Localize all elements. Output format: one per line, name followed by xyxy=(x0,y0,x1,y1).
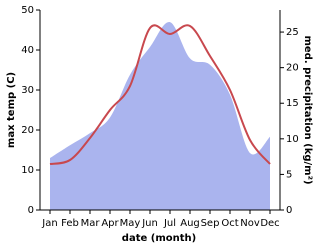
y2-tick-label: 15 xyxy=(286,98,299,109)
temperature-line xyxy=(49,24,271,165)
y2-axis-label: med. precipitation (kg/m²) xyxy=(302,35,313,184)
x-tick-label: Oct xyxy=(221,218,238,229)
y2-tick-label: 5 xyxy=(286,169,292,180)
y-tick-label: 50 xyxy=(21,5,34,16)
x-tick-label: Aug xyxy=(180,218,200,229)
x-axis-label: date (month) xyxy=(122,233,196,244)
y-tick-label: 20 xyxy=(21,125,34,136)
x-tick-label: Feb xyxy=(61,218,79,229)
x-tick-label: Jun xyxy=(141,218,158,229)
y2-tick-label: 0 xyxy=(286,205,292,216)
y-tick-label: 0 xyxy=(28,205,34,216)
precipitation-area xyxy=(50,21,270,211)
y2-tick-label: 10 xyxy=(286,134,299,145)
y-tick-label: 10 xyxy=(21,165,34,176)
x-tick-label: Apr xyxy=(101,218,119,229)
x-tick-label: Jan xyxy=(41,218,57,229)
y-axis-label: max temp (C) xyxy=(6,72,17,148)
y2-tick-label: 25 xyxy=(286,27,299,38)
y2-tick-label: 20 xyxy=(286,63,299,74)
x-tick-label: Sep xyxy=(201,218,220,229)
x-tick-label: Dec xyxy=(260,218,279,229)
x-tick-label: May xyxy=(120,218,141,229)
x-tick-label: Jul xyxy=(163,218,176,229)
x-tick-label: Mar xyxy=(81,218,101,229)
y-tick-label: 40 xyxy=(21,45,34,56)
y-tick-label: 30 xyxy=(21,85,34,96)
x-tick-label: Nov xyxy=(240,218,260,229)
